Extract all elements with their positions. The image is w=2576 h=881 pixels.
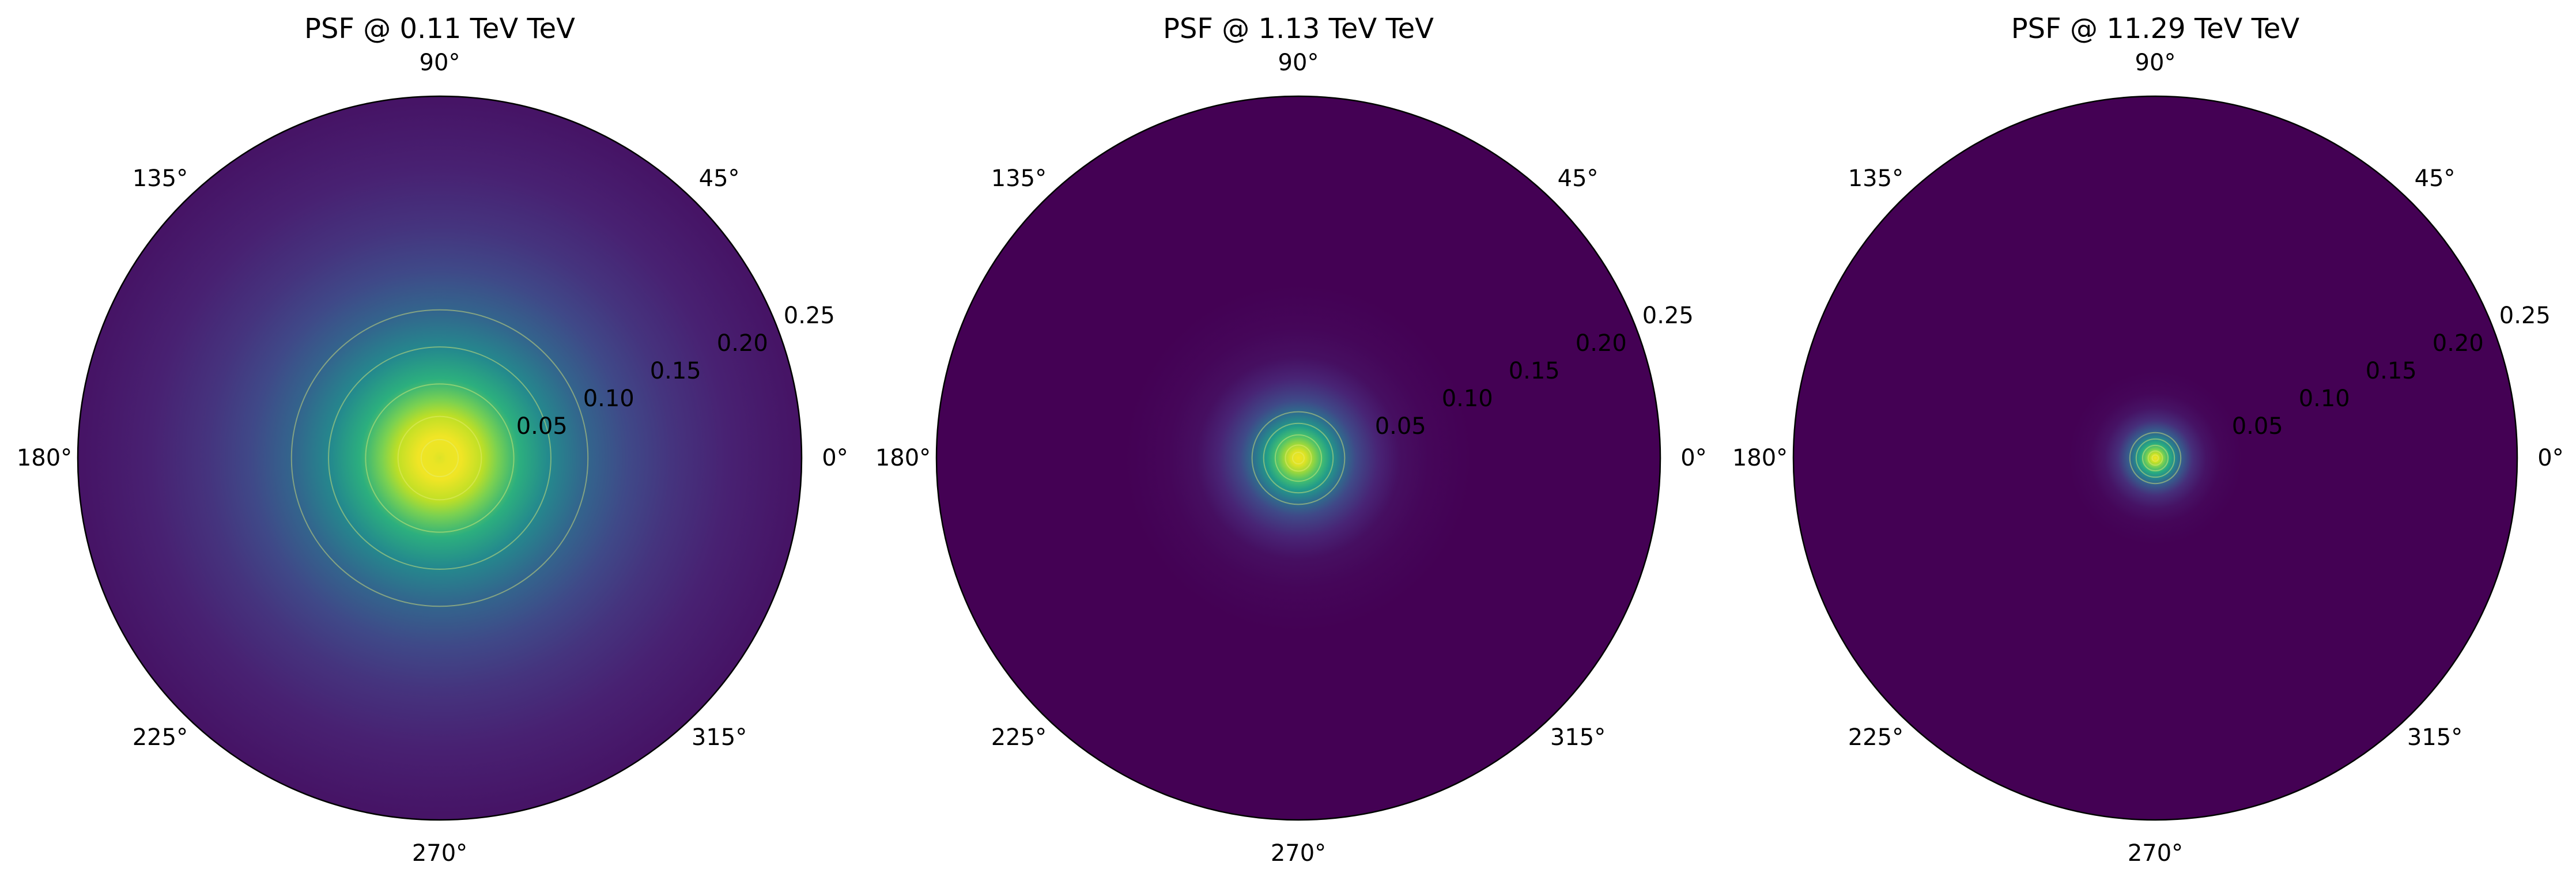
angle-tick-label: 135° [991,165,1047,192]
psf-heatmap-disk [936,96,1660,820]
radial-tick-label: 0.15 [650,358,701,384]
psf-contour-ring [1291,451,1305,465]
psf-contour-ring [1251,411,1346,505]
radial-tick-label: 0.05 [2232,413,2283,440]
angle-tick-label: 225° [991,724,1047,751]
polar-spine [77,95,803,821]
angle-tick-label: 315° [692,724,747,751]
angle-tick-label: 270° [412,840,467,867]
radial-tick-label: 0.05 [1375,413,1426,440]
radial-tick-label: 0.10 [2299,385,2350,412]
psf-contour-ring [328,346,552,570]
psf-contour-ring [2135,438,2175,478]
radial-tick-label: 0.25 [784,303,835,329]
chart-title: PSF @ 1.13 TeV TeV [1163,13,1434,45]
angle-tick-label: 0° [2537,445,2563,471]
polar-panel-1: PSF @ 0.11 TeV TeV 0° 45° 90° 135° 180° 225° 27… [17,13,848,867]
psf-contour-ring [420,438,459,478]
psf-contour-ring [2147,450,2163,466]
angle-tick-label: 225° [1848,724,1903,751]
radial-tick-label: 0.15 [1509,358,1560,384]
psf-contour-ring [2141,444,2169,472]
psf-contour-ring [1285,444,1312,472]
angle-tick-label: 315° [2407,724,2462,751]
radial-tick-label: 0.20 [1576,330,1627,357]
radial-tick-label: 0.10 [583,385,634,412]
psf-contour-ring [397,415,482,501]
angle-tick-label: 0° [822,445,848,471]
angle-tick-label: 180° [1732,445,1788,471]
psf-contour-ring [2129,432,2182,485]
radial-tick-label: 0.15 [2366,358,2417,384]
radial-tick-label: 0.10 [1442,385,1493,412]
psf-contour-ring [2151,454,2159,462]
polar-panel-3: PSF @ 11.29 TeV TeV 0° 45° 90° 135° 180° 225° 2… [1732,13,2564,867]
angle-tick-label: 225° [133,724,188,751]
psf-contour-ring [365,383,515,533]
psf-contour-ring [1263,422,1334,494]
angle-tick-label: 180° [17,445,72,471]
polar-spine [1792,95,2518,821]
radial-tick-label: 0.20 [717,330,768,357]
angle-tick-label: 135° [1848,165,1903,192]
polar-panel-2: PSF @ 1.13 TeV TeV 0° 45° 90° 135° 180° 225° 27… [875,13,1707,867]
angle-tick-label: 270° [1271,840,1326,867]
polar-spine [935,95,1661,821]
angle-tick-label: 270° [2128,840,2183,867]
angle-tick-label: 90° [1278,50,1319,76]
radial-tick-label: 0.20 [2433,330,2484,357]
angle-tick-label: 45° [2415,165,2456,192]
chart-title: PSF @ 11.29 TeV TeV [2011,13,2300,45]
angle-tick-label: 90° [2135,50,2176,76]
radial-tick-label: 0.05 [516,413,568,440]
angle-tick-label: 315° [1550,724,1606,751]
angle-tick-label: 45° [1558,165,1599,192]
angle-tick-label: 0° [1680,445,1706,471]
psf-contour-ring [290,309,589,607]
angle-tick-label: 135° [133,165,188,192]
chart-title: PSF @ 0.11 TeV TeV [304,13,575,45]
psf-heatmap-disk [78,96,802,820]
angle-tick-label: 90° [420,50,460,76]
radial-tick-label: 0.25 [2499,303,2551,329]
psf-contour-ring [1274,434,1323,482]
angle-tick-label: 180° [875,445,931,471]
psf-heatmap-disk [1793,96,2517,820]
radial-tick-label: 0.25 [1642,303,1694,329]
angle-tick-label: 45° [699,165,740,192]
